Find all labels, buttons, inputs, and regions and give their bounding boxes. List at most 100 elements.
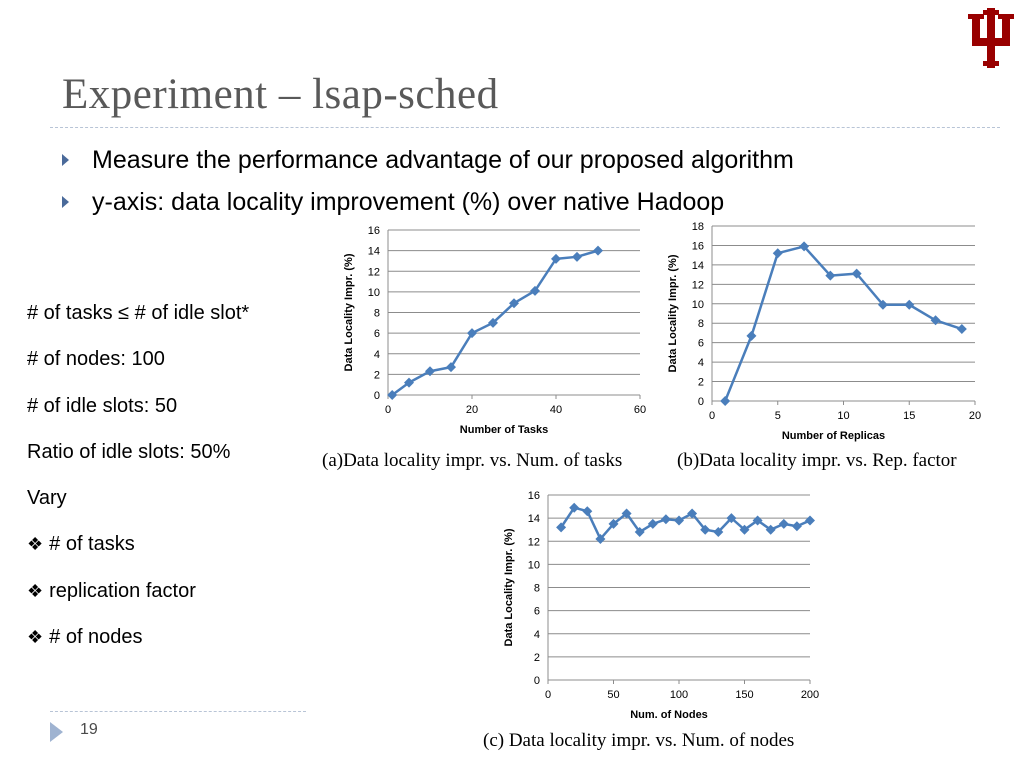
x-tick-label: 100 bbox=[670, 689, 688, 701]
y-tick-label: 14 bbox=[368, 246, 380, 258]
y-tick-label: 10 bbox=[692, 299, 704, 311]
data-point bbox=[956, 324, 967, 335]
setting-line: # of idle slots: 50 bbox=[27, 394, 178, 417]
arrow-bullet-icon bbox=[62, 154, 69, 166]
y-tick-label: 8 bbox=[374, 308, 380, 320]
x-tick-label: 150 bbox=[735, 689, 753, 701]
four-diamond-icon: ❖ bbox=[27, 627, 44, 648]
x-tick-label: 40 bbox=[550, 404, 562, 416]
y-tick-label: 2 bbox=[534, 652, 540, 664]
y-tick-label: 6 bbox=[374, 328, 380, 340]
data-point bbox=[877, 299, 888, 310]
x-tick-label: 20 bbox=[969, 410, 981, 422]
x-axis-title: Number of Tasks bbox=[460, 424, 548, 436]
x-tick-label: 5 bbox=[775, 410, 781, 422]
data-point bbox=[805, 515, 815, 526]
data-point bbox=[530, 285, 540, 296]
data-point bbox=[467, 328, 477, 339]
y-tick-label: 12 bbox=[692, 279, 704, 291]
data-point bbox=[556, 522, 567, 533]
bullet-text: y-axis: data locality improvement (%) ov… bbox=[92, 188, 725, 216]
data-point bbox=[752, 515, 763, 526]
y-tick-label: 16 bbox=[692, 240, 704, 252]
title-divider bbox=[50, 127, 1000, 128]
data-point bbox=[404, 377, 414, 388]
x-tick-label: 20 bbox=[466, 404, 478, 416]
caption-c: (c) Data locality impr. vs. Num. of node… bbox=[483, 730, 795, 751]
footer-divider bbox=[50, 711, 306, 712]
setting-line: # of nodes: 100 bbox=[27, 348, 165, 371]
data-point bbox=[772, 248, 783, 259]
bullet-text: Measure the performance advantage of our… bbox=[92, 146, 794, 174]
y-tick-label: 0 bbox=[534, 675, 540, 687]
data-point bbox=[488, 317, 498, 328]
arrow-icon bbox=[50, 722, 63, 742]
y-tick-label: 16 bbox=[528, 490, 540, 502]
chart-a: 0 2 4 6 8 10 12 14 16 0 20 40 60 Number of Tasks Data … bbox=[343, 225, 646, 436]
y-tick-label: 10 bbox=[368, 287, 380, 299]
y-tick-label: 12 bbox=[528, 536, 540, 548]
vary-item-label: replication factor bbox=[49, 579, 196, 602]
x-tick-label: 60 bbox=[634, 404, 646, 416]
y-tick-label: 14 bbox=[528, 513, 540, 525]
y-tick-label: 14 bbox=[692, 260, 704, 272]
chart-b: 0 2 4 6 8 10 12 14 16 18 0 5 10 15 20 Number of Replica… bbox=[667, 221, 981, 442]
x-tick-label: 0 bbox=[385, 404, 391, 416]
bullet-item: y-axis: data locality improvement (%) ov… bbox=[58, 182, 794, 224]
y-tick-label: 6 bbox=[534, 606, 540, 618]
setting-line: # of tasks ≤ # of idle slot* bbox=[27, 302, 250, 324]
y-tick-label: 8 bbox=[698, 318, 704, 330]
data-point bbox=[551, 253, 561, 264]
setting-line: Ratio of idle slots: 50% bbox=[27, 440, 231, 463]
data-point bbox=[765, 524, 776, 535]
data-point bbox=[687, 508, 698, 519]
y-tick-label: 0 bbox=[374, 390, 380, 402]
data-point bbox=[825, 270, 836, 281]
data-point bbox=[608, 518, 619, 529]
data-point bbox=[425, 366, 435, 377]
y-tick-label: 0 bbox=[698, 396, 704, 408]
y-axis-title: Data Locality Impr. (%) bbox=[503, 528, 515, 646]
y-tick-label: 12 bbox=[368, 266, 380, 278]
setting-line: Vary bbox=[27, 487, 67, 510]
y-tick-label: 10 bbox=[528, 559, 540, 571]
four-diamond-icon: ❖ bbox=[27, 534, 44, 555]
y-tick-label: 16 bbox=[368, 225, 380, 237]
data-point bbox=[930, 315, 941, 326]
caption-a: (a)Data locality impr. vs. Num. of tasks bbox=[322, 450, 623, 471]
x-tick-label: 10 bbox=[837, 410, 849, 422]
four-diamond-icon: ❖ bbox=[27, 580, 44, 601]
x-axis-title: Number of Replicas bbox=[782, 430, 885, 442]
data-point bbox=[660, 514, 671, 525]
y-tick-label: 4 bbox=[534, 629, 540, 641]
y-tick-label: 4 bbox=[374, 349, 380, 361]
vary-item: ❖ # of tasks bbox=[27, 521, 249, 567]
data-point bbox=[674, 515, 684, 526]
data-point bbox=[778, 518, 789, 529]
slide-title: Experiment – lsap-sched bbox=[62, 71, 499, 118]
data-point bbox=[739, 524, 750, 535]
x-tick-label: 0 bbox=[545, 689, 551, 701]
data-point bbox=[621, 508, 632, 519]
arrow-bullet-icon bbox=[62, 196, 69, 208]
y-axis-title: Data Locality Impr. (%) bbox=[667, 254, 679, 372]
y-tick-label: 6 bbox=[698, 338, 704, 350]
iu-trident-logo bbox=[968, 8, 1014, 68]
vary-item: ❖ # of nodes bbox=[27, 614, 249, 660]
y-tick-label: 2 bbox=[374, 369, 380, 381]
x-tick-label: 50 bbox=[607, 689, 619, 701]
series-line bbox=[723, 245, 963, 402]
data-point bbox=[726, 513, 737, 524]
data-point bbox=[446, 362, 456, 373]
y-tick-label: 18 bbox=[692, 221, 704, 233]
data-point bbox=[700, 524, 711, 535]
data-point bbox=[387, 390, 398, 400]
data-point bbox=[720, 396, 731, 406]
series-line bbox=[560, 506, 811, 541]
logo-mark bbox=[968, 8, 1014, 68]
y-tick-label: 8 bbox=[534, 583, 540, 595]
data-point bbox=[582, 506, 593, 517]
y-tick-label: 2 bbox=[698, 377, 704, 389]
vary-item: ❖ replication factor bbox=[27, 568, 249, 614]
caption-b: (b)Data locality impr. vs. Rep. factor bbox=[677, 450, 957, 471]
